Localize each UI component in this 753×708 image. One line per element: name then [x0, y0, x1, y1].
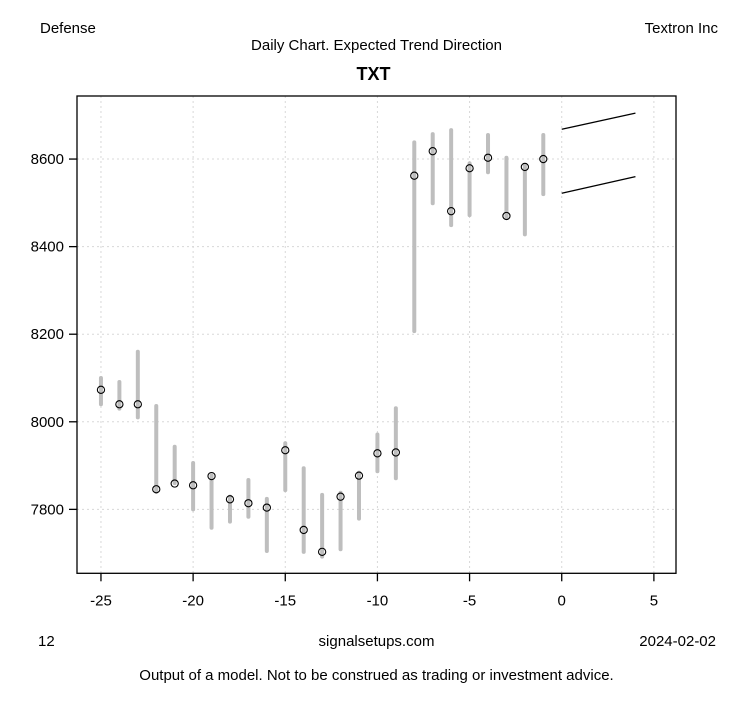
y-axis-tick-label: 8000	[31, 414, 64, 431]
x-axis-tick-label: -25	[90, 592, 112, 609]
x-axis-tick-label: -20	[182, 592, 204, 609]
plot-border	[76, 95, 677, 574]
x-axis-tick-label: -15	[274, 592, 296, 609]
close-marker	[262, 503, 271, 512]
close-marker	[299, 525, 308, 535]
chart-title: TXT	[356, 64, 391, 84]
close-marker	[115, 400, 124, 409]
close-marker	[133, 400, 142, 409]
close-marker	[336, 492, 345, 501]
close-marker	[391, 448, 401, 457]
x-axis-tick-label: 0	[558, 592, 566, 609]
forecast-trend-line	[561, 112, 636, 130]
x-axis-tick-label: -10	[367, 592, 389, 609]
close-marker	[373, 449, 382, 458]
footer-date: 2024-02-02	[639, 633, 716, 650]
close-marker	[207, 471, 216, 481]
y-axis-tick-label: 8600	[31, 151, 64, 168]
y-axis-tick-label: 8400	[31, 239, 64, 256]
close-marker	[410, 171, 419, 180]
close-marker	[483, 153, 493, 162]
close-marker	[520, 162, 530, 172]
disclaimer-text: Output of a model. Not to be construed a…	[139, 667, 614, 684]
forecast-trend-line	[561, 175, 636, 194]
footer-website: signalsetups.com	[318, 633, 435, 650]
close-marker	[244, 499, 253, 508]
close-marker	[188, 481, 198, 490]
close-marker	[225, 495, 235, 504]
close-marker	[317, 547, 327, 556]
close-marker	[539, 154, 548, 164]
x-axis-tick-label: -5	[463, 592, 476, 609]
close-marker	[170, 479, 179, 488]
close-marker	[502, 211, 511, 221]
close-marker	[96, 385, 106, 394]
y-axis-tick-label: 7800	[31, 501, 64, 518]
x-axis-tick-label: 5	[650, 592, 658, 609]
close-marker	[354, 471, 364, 480]
sector-label: Defense	[40, 20, 96, 37]
close-marker	[446, 207, 456, 216]
close-marker	[465, 164, 474, 173]
close-marker	[152, 485, 161, 494]
company-label: Textron Inc	[644, 20, 718, 37]
footer-page-number: 12	[38, 633, 55, 650]
close-marker	[281, 446, 290, 455]
chart-subtitle: Daily Chart. Expected Trend Direction	[251, 37, 502, 54]
close-marker	[428, 147, 437, 156]
y-axis-tick-label: 8200	[31, 326, 64, 343]
